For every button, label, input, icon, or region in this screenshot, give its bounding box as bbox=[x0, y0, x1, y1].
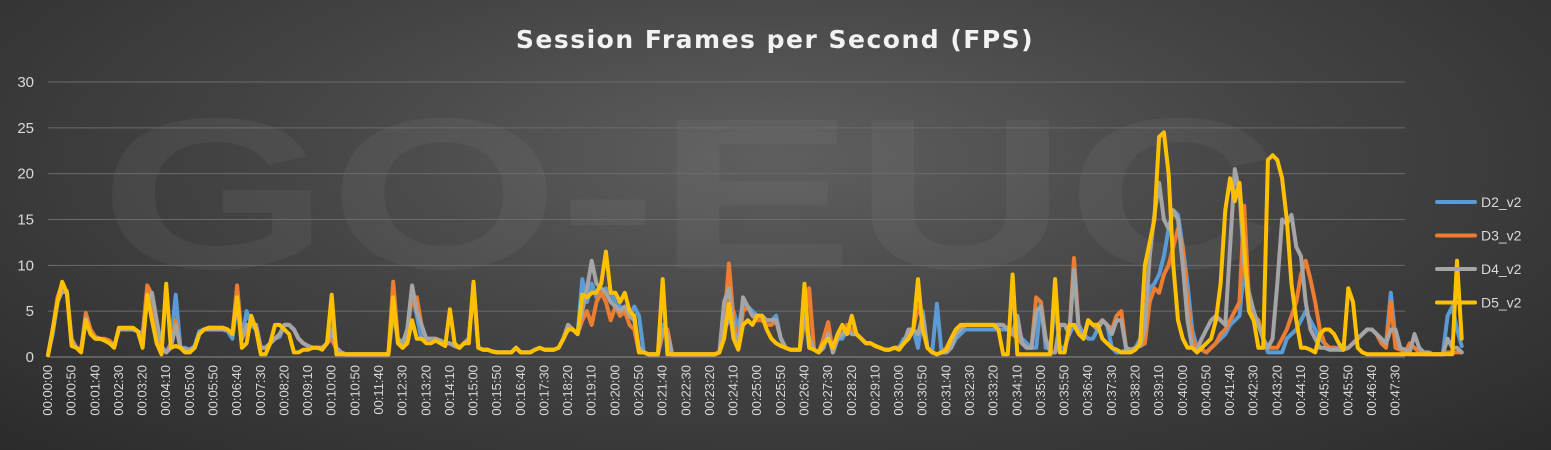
x-tick-label: 00:41:40 bbox=[1222, 365, 1237, 416]
x-tick-label: 00:14:10 bbox=[442, 365, 457, 416]
legend-label: D3_v2 bbox=[1481, 228, 1522, 244]
x-tick-label: 00:46:40 bbox=[1364, 365, 1379, 416]
y-axis-tick-labels: 0 5 10 15 20 25 30 bbox=[17, 74, 34, 366]
legend: D2_v2 D3_v2 D4_v2 D5_v2 bbox=[1435, 194, 1522, 311]
y-tick-label: 30 bbox=[17, 74, 34, 91]
x-tick-label: 00:35:00 bbox=[1033, 365, 1048, 416]
x-tick-label: 00:11:40 bbox=[371, 365, 386, 415]
y-tick-label: 15 bbox=[17, 212, 34, 229]
x-tick-label: 00:37:30 bbox=[1104, 365, 1119, 416]
x-tick-label: 00:33:20 bbox=[986, 365, 1001, 416]
x-tick-label: 00:30:00 bbox=[891, 365, 906, 416]
x-tick-label: 00:35:50 bbox=[1057, 365, 1072, 416]
x-tick-label: 00:27:30 bbox=[820, 365, 835, 416]
x-tick-label: 00:07:30 bbox=[253, 365, 268, 416]
x-tick-label: 00:44:10 bbox=[1293, 365, 1308, 416]
x-tick-label: 00:26:40 bbox=[797, 365, 812, 416]
y-tick-label: 20 bbox=[17, 166, 34, 183]
x-tick-label: 00:24:10 bbox=[726, 365, 741, 416]
x-tick-label: 00:20:50 bbox=[631, 365, 646, 416]
x-tick-label: 00:43:20 bbox=[1269, 365, 1284, 416]
x-tick-label: 00:17:30 bbox=[536, 365, 551, 416]
y-tick-label: 5 bbox=[26, 303, 34, 320]
x-tick-label: 00:03:20 bbox=[135, 365, 150, 416]
x-tick-label: 00:47:30 bbox=[1388, 365, 1403, 416]
x-tick-label: 00:05:50 bbox=[205, 365, 220, 416]
x-tick-label: 00:20:00 bbox=[607, 365, 622, 416]
legend-label: D5_v2 bbox=[1481, 295, 1522, 311]
x-tick-label: 00:15:00 bbox=[466, 365, 481, 416]
x-tick-label: 00:08:20 bbox=[276, 365, 291, 416]
chart-title: Session Frames per Second (FPS) bbox=[516, 25, 1034, 54]
x-tick-label: 00:31:40 bbox=[938, 365, 953, 416]
x-tick-label: 00:05:00 bbox=[182, 365, 197, 416]
x-tick-label: 00:06:40 bbox=[229, 365, 244, 416]
x-tick-label: 00:01:40 bbox=[87, 365, 102, 416]
x-tick-label: 00:21:40 bbox=[655, 365, 670, 416]
x-tick-label: 00:36:40 bbox=[1080, 365, 1095, 416]
x-tick-label: 00:00:50 bbox=[64, 365, 79, 416]
x-tick-label: 00:39:10 bbox=[1151, 365, 1166, 416]
x-tick-label: 00:28:20 bbox=[844, 365, 859, 416]
x-tick-label: 00:10:00 bbox=[324, 365, 339, 416]
x-tick-label: 00:38:20 bbox=[1127, 365, 1142, 416]
x-tick-label: 00:18:20 bbox=[560, 365, 575, 416]
series-line-d5-v2 bbox=[46, 130, 1464, 358]
x-tick-label: 00:42:30 bbox=[1246, 365, 1261, 416]
x-tick-label: 00:13:20 bbox=[418, 365, 433, 416]
legend-label: D2_v2 bbox=[1481, 194, 1522, 210]
x-tick-label: 00:10:50 bbox=[347, 365, 362, 416]
y-tick-label: 25 bbox=[17, 120, 34, 137]
gridlines bbox=[48, 81, 1405, 358]
x-tick-label: 00:04:10 bbox=[158, 365, 173, 416]
x-tick-label: 00:16:40 bbox=[513, 365, 528, 416]
series-lines bbox=[46, 130, 1464, 358]
y-tick-label: 0 bbox=[26, 349, 34, 366]
watermark-text: GO-EUC bbox=[100, 73, 1280, 314]
x-tick-label: 00:45:00 bbox=[1317, 365, 1332, 416]
x-tick-label: 00:45:50 bbox=[1340, 365, 1355, 416]
x-tick-label: 00:25:00 bbox=[749, 365, 764, 416]
x-tick-label: 00:34:10 bbox=[1009, 365, 1024, 416]
x-tick-label: 00:19:10 bbox=[584, 365, 599, 416]
x-tick-label: 00:23:20 bbox=[702, 365, 717, 416]
legend-label: D4_v2 bbox=[1481, 261, 1522, 277]
x-axis-tick-labels: 00:00:00 00:00:50 00:01:40 00:02:30 00:03:20… bbox=[40, 365, 1403, 416]
x-tick-label: 00:15:50 bbox=[489, 365, 504, 416]
x-tick-label: 00:30:50 bbox=[915, 365, 930, 416]
x-tick-label: 00:40:50 bbox=[1198, 365, 1213, 416]
x-tick-label: 00:02:30 bbox=[111, 365, 126, 416]
x-tick-label: 00:00:00 bbox=[40, 365, 55, 416]
x-tick-label: 00:32:30 bbox=[962, 365, 977, 416]
x-tick-label: 00:29:10 bbox=[867, 365, 882, 416]
x-tick-label: 00:22:30 bbox=[678, 365, 693, 416]
x-tick-label: 00:12:30 bbox=[395, 365, 410, 416]
y-tick-label: 10 bbox=[17, 257, 34, 274]
x-tick-label: 00:25:50 bbox=[773, 365, 788, 416]
x-tick-label: 00:40:00 bbox=[1175, 365, 1190, 416]
x-tick-label: 00:09:10 bbox=[300, 365, 315, 416]
